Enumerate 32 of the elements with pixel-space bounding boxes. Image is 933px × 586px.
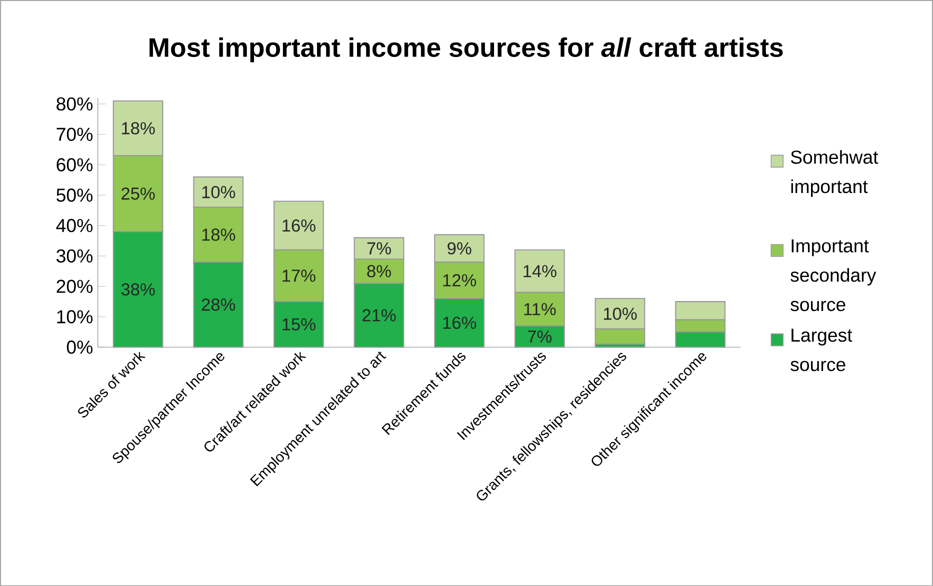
data-label: 15% (282, 318, 316, 330)
data-label: 25% (122, 187, 155, 200)
data-label: 12% (443, 274, 476, 286)
data-label: 11% (524, 302, 556, 316)
data-label: 21% (362, 308, 396, 322)
data-label: 38% (121, 283, 155, 296)
data-label: 10% (202, 186, 236, 198)
y-tick-label: 0% (66, 340, 92, 354)
y-tick-label: 20% (56, 280, 92, 293)
data-label: 9% (448, 242, 472, 254)
data-label: 18% (122, 122, 155, 134)
data-label: 7% (367, 242, 391, 254)
data-label: 14% (524, 264, 556, 278)
data-label: 18% (202, 228, 236, 241)
y-tick-label: 70% (56, 128, 92, 141)
y-tick-label: 50% (56, 188, 92, 202)
y-tick-label: 10% (57, 310, 92, 324)
chart-title: Most important income sources for all craft artists (150, 37, 783, 62)
data-label: 16% (443, 316, 476, 329)
y-tick-label: 80% (56, 97, 92, 110)
legend-label: Important secondary source (790, 239, 876, 311)
data-label: 8% (367, 264, 391, 278)
data-label: 17% (282, 269, 316, 282)
legend-label: Largest source (790, 328, 852, 371)
data-label: 16% (282, 219, 316, 232)
data-label: 7% (528, 330, 552, 342)
legend-label: Somehwat important (790, 150, 878, 197)
data-label: 10% (604, 307, 637, 320)
y-tick-label: 30% (56, 249, 92, 262)
y-tick-label: 40% (56, 218, 92, 232)
data-label: 28% (202, 298, 236, 311)
y-tick-label: 60% (56, 158, 92, 172)
